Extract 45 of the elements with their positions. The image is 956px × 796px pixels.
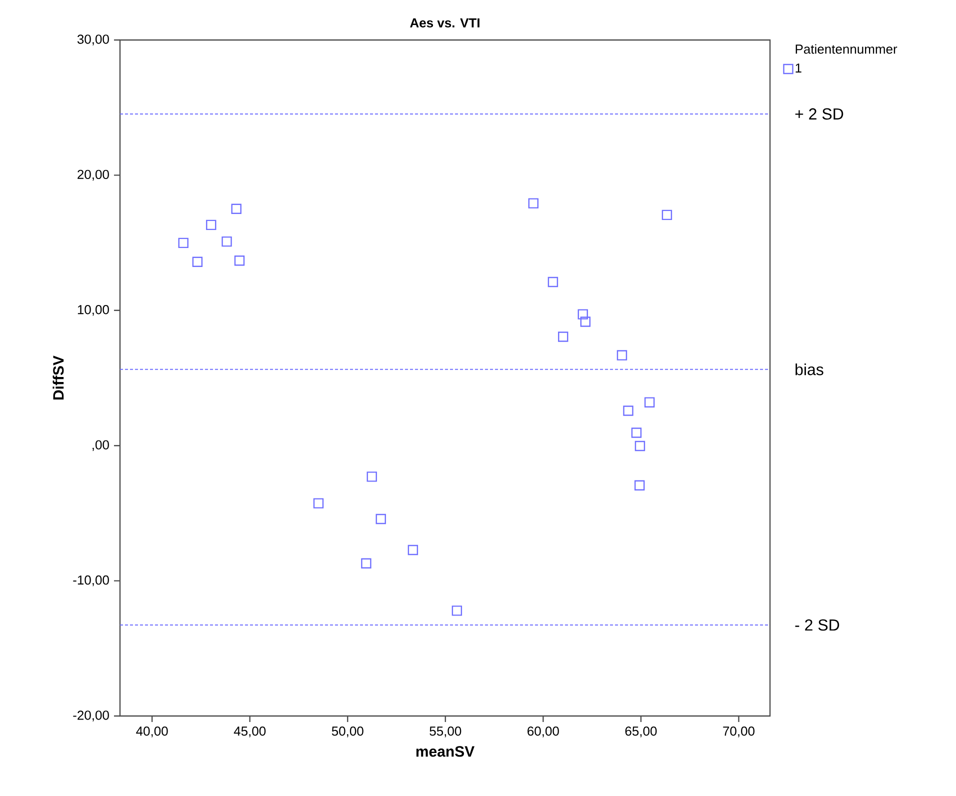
y-tick-label: 30,00	[77, 34, 109, 46]
point	[361, 558, 372, 568]
x-tick-label: 70,00	[723, 726, 754, 738]
point	[452, 606, 462, 616]
point	[206, 220, 216, 230]
point	[616, 350, 628, 360]
ref-line-label: + 2 SD	[795, 108, 844, 120]
point	[234, 256, 245, 266]
point	[548, 276, 558, 288]
y-axis-title: DiffSV	[52, 356, 64, 400]
y-tick-label: -10,00	[73, 575, 109, 586]
y-tick-label: ,00	[92, 440, 109, 451]
point	[623, 406, 634, 416]
point	[631, 428, 642, 438]
ref-line-label: - 2 SD	[795, 619, 840, 631]
point	[222, 236, 232, 247]
point	[366, 472, 377, 482]
point	[578, 309, 588, 320]
point	[178, 238, 188, 248]
ref-line-label: bias	[796, 363, 824, 376]
x-tick-label: 55,00	[430, 726, 462, 738]
point	[408, 544, 418, 556]
x-tick-label: 45,00	[234, 726, 266, 738]
x-tick-label: 60,00	[528, 726, 559, 738]
point	[634, 480, 645, 490]
point	[192, 256, 203, 267]
point	[313, 498, 324, 508]
point	[580, 316, 591, 327]
x-axis-title: meanSV	[416, 746, 474, 757]
point	[528, 198, 538, 208]
y-tick-label: 10,00	[78, 305, 109, 316]
x-tick-label: 50,00	[332, 726, 364, 738]
x-tick-label: 65,00	[625, 726, 657, 738]
point	[644, 397, 655, 408]
y-tick-label: -20,00	[73, 710, 109, 722]
point	[231, 204, 242, 214]
point	[376, 514, 386, 524]
chart-title: Aes vs. VTI	[410, 18, 480, 28]
x-tick-label: 40,00	[136, 726, 168, 738]
legend-title: Patientennummer	[796, 44, 898, 54]
legend-label: 1	[796, 64, 802, 73]
point	[558, 332, 568, 342]
point	[662, 210, 672, 220]
y-tick-label: 20,00	[78, 170, 109, 181]
point	[634, 440, 646, 452]
